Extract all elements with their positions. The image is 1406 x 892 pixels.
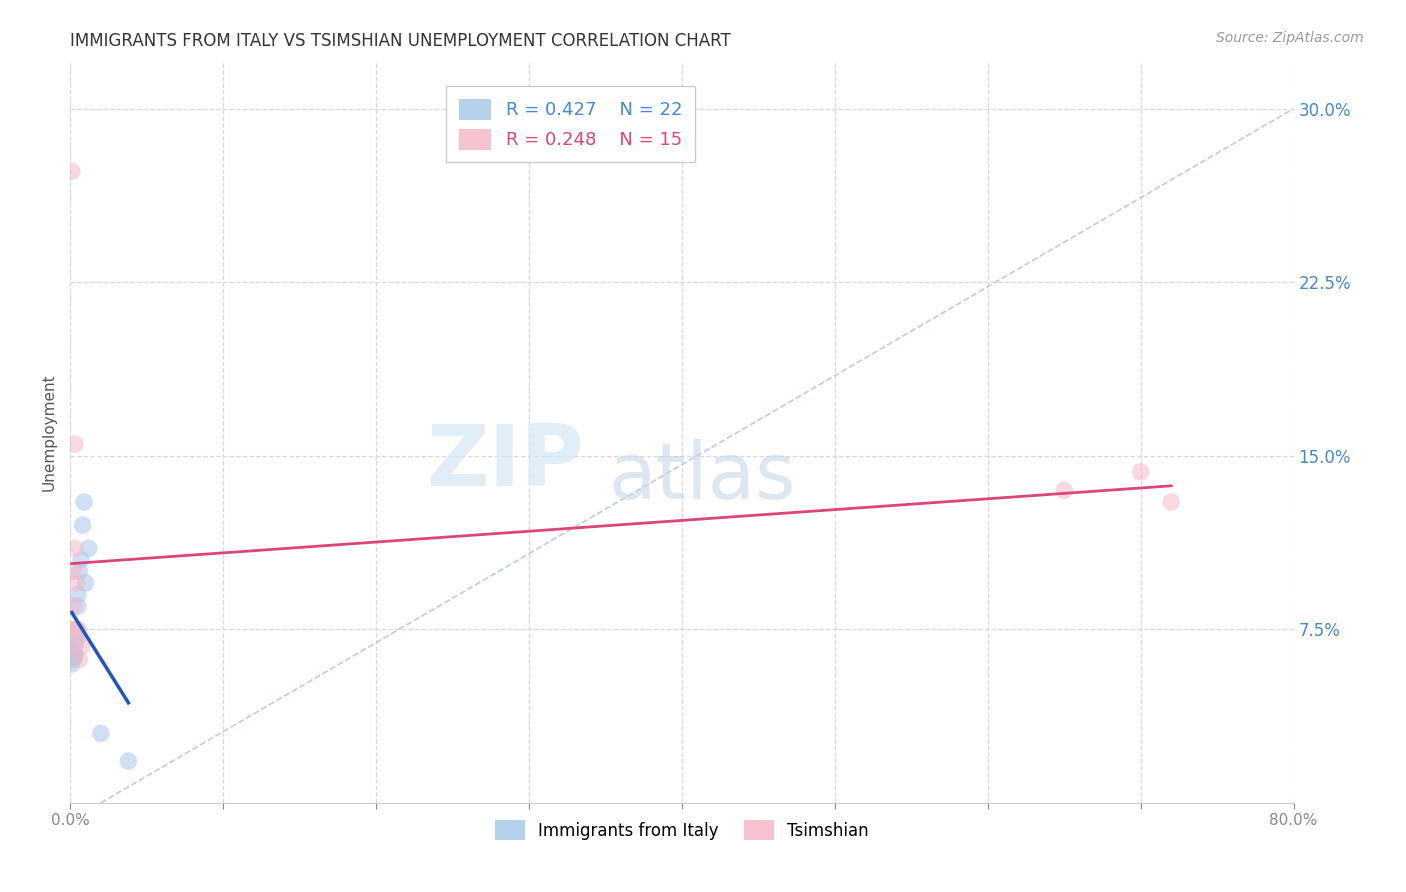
Point	[1053, 483, 1076, 498]
Point	[62, 639, 84, 653]
Point	[1129, 465, 1152, 479]
Text: atlas: atlas	[609, 439, 796, 515]
Point	[62, 645, 84, 659]
Y-axis label: Unemployment: Unemployment	[41, 374, 56, 491]
Point	[69, 652, 91, 666]
Point	[62, 565, 84, 579]
Point	[63, 650, 86, 665]
Point	[60, 652, 83, 666]
Text: IMMIGRANTS FROM ITALY VS TSIMSHIAN UNEMPLOYMENT CORRELATION CHART: IMMIGRANTS FROM ITALY VS TSIMSHIAN UNEMP…	[70, 32, 731, 50]
Point	[66, 599, 89, 614]
Text: ZIP: ZIP	[426, 421, 583, 504]
Point	[60, 657, 83, 671]
Point	[117, 754, 139, 768]
Point	[60, 622, 83, 636]
Point	[65, 622, 87, 636]
Text: Source: ZipAtlas.com: Source: ZipAtlas.com	[1216, 31, 1364, 45]
Point	[66, 622, 89, 636]
Point	[75, 576, 97, 591]
Point	[62, 650, 84, 665]
Point	[63, 437, 86, 451]
Point	[90, 726, 112, 740]
Point	[65, 633, 87, 648]
Point	[1160, 495, 1182, 509]
Point	[70, 553, 93, 567]
Point	[73, 495, 96, 509]
Point	[65, 622, 87, 636]
Point	[65, 629, 87, 643]
Point	[72, 639, 94, 653]
Legend: Immigrants from Italy, Tsimshian: Immigrants from Italy, Tsimshian	[488, 814, 876, 847]
Point	[65, 576, 87, 591]
Point	[62, 599, 84, 614]
Point	[63, 648, 86, 662]
Point	[62, 650, 84, 665]
Point	[63, 541, 86, 556]
Point	[62, 645, 84, 659]
Point	[69, 565, 91, 579]
Point	[72, 518, 94, 533]
Point	[63, 639, 86, 653]
Point	[60, 164, 83, 178]
Point	[66, 588, 89, 602]
Point	[77, 541, 100, 556]
